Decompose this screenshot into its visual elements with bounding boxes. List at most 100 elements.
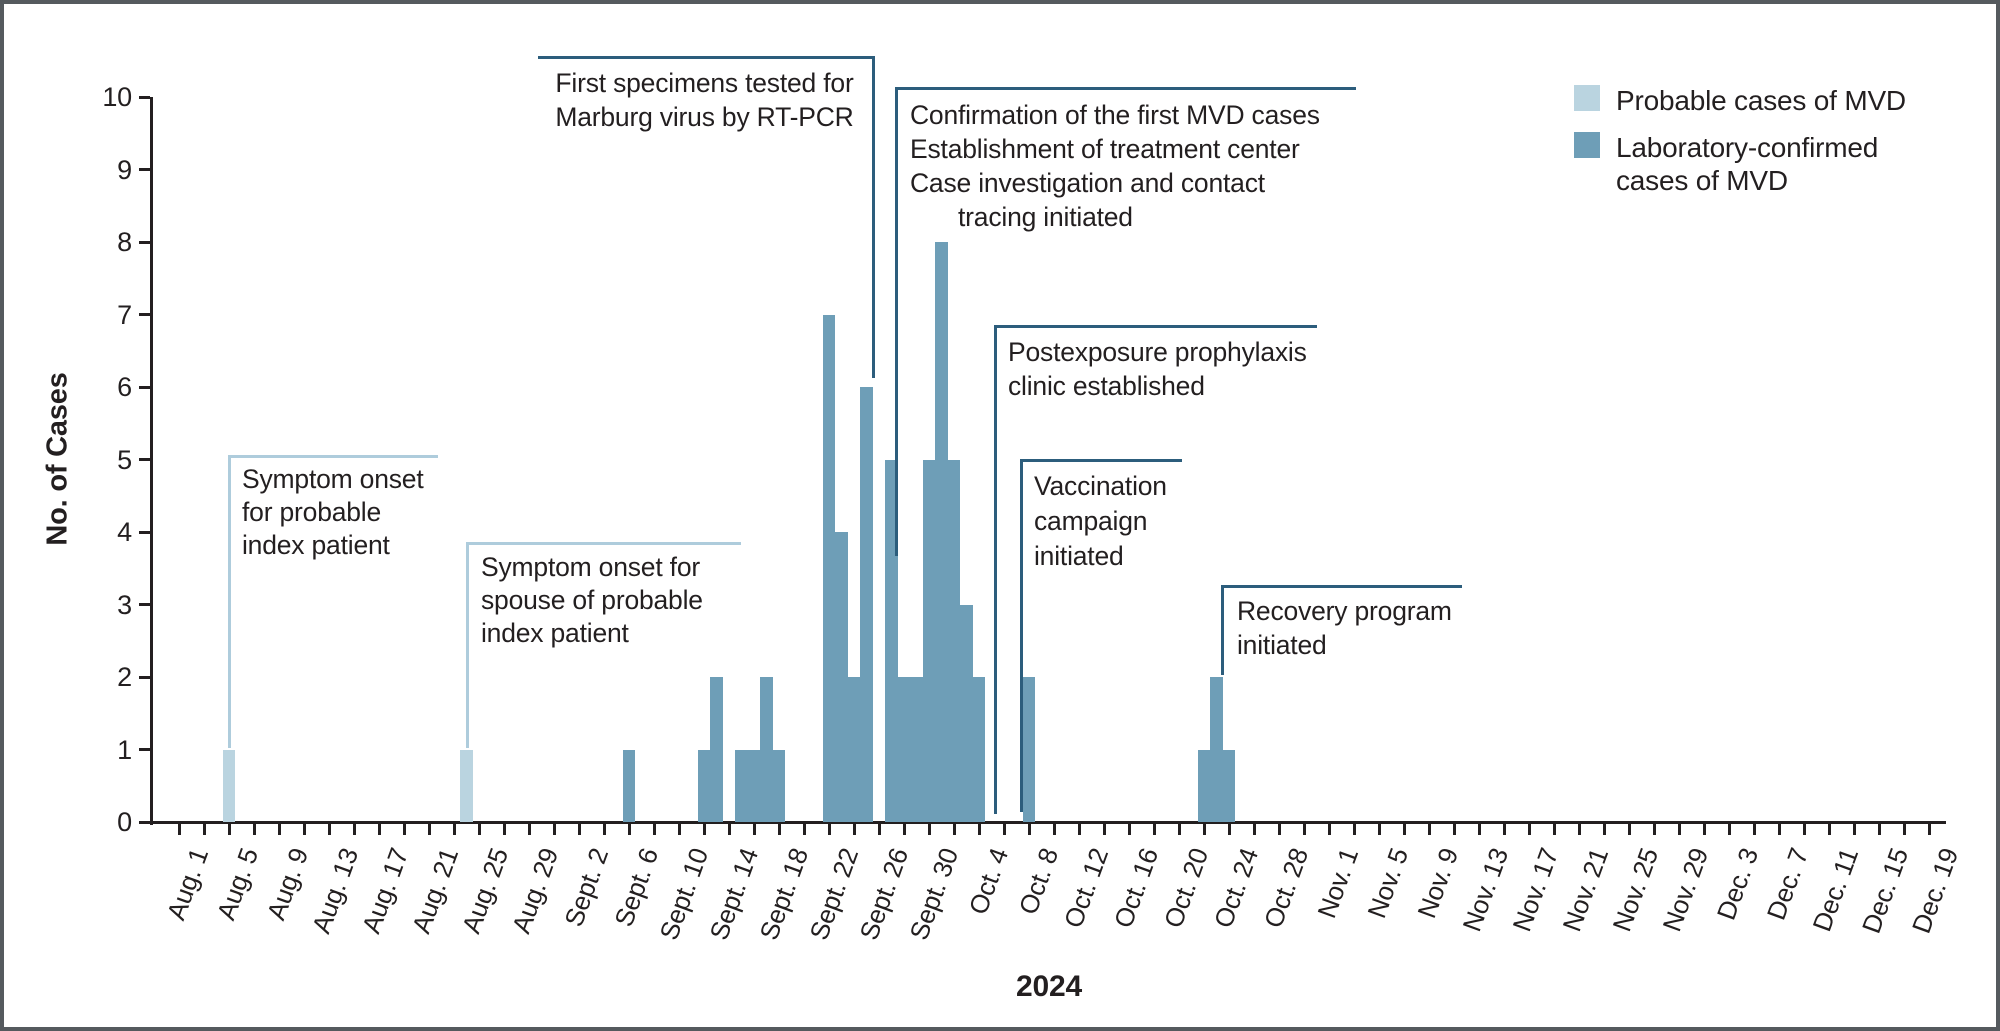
x-axis-tick [1552, 824, 1556, 835]
confirmed-case-bar [972, 677, 986, 822]
x-axis-date-label: Aug. 5 [210, 844, 265, 924]
confirmed-case-bar [860, 387, 873, 822]
x-axis-date-label: Nov. 29 [1656, 844, 1715, 936]
annotation-text-line: Recovery program [1237, 596, 1452, 626]
legend-label-line: cases of MVD [1616, 165, 1788, 196]
x-axis-year-label: 2024 [1016, 970, 1082, 1003]
x-axis-tick [1827, 824, 1831, 835]
y-axis-tick-label: 8 [117, 227, 132, 257]
x-axis-tick [952, 824, 956, 835]
x-axis-tick [1652, 824, 1656, 835]
x-axis-date-label: Nov. 5 [1361, 844, 1415, 922]
x-axis-tick [1052, 824, 1056, 835]
x-axis-date-label: Dec. 3 [1710, 844, 1765, 924]
x-axis-tick [1627, 824, 1631, 835]
x-axis-tick [277, 824, 281, 835]
y-axis-tick-label: 6 [117, 372, 132, 402]
annotation-text-line: index patient [481, 618, 629, 648]
annotation-text-line: Postexposure prophylaxis [1008, 337, 1307, 367]
probable-case-bar [222, 749, 236, 822]
x-axis-tick [802, 824, 806, 835]
y-axis-tick-label: 2 [117, 662, 132, 692]
x-axis-tick [1677, 824, 1681, 835]
x-axis-tick [1027, 824, 1031, 835]
confirmed-case-bar [735, 749, 748, 822]
y-axis-tick-label: 9 [117, 154, 132, 185]
confirmed-case-bar [1222, 749, 1236, 822]
annotation-text: Vaccination campaign initiated [1034, 469, 1234, 574]
x-axis-tick [1327, 824, 1331, 835]
x-axis-tick [1377, 824, 1381, 835]
annotation-text-line: Case investigation and contact [910, 168, 1265, 198]
x-axis-tick [1077, 824, 1081, 835]
x-axis-tick [327, 824, 331, 835]
x-axis-tick [1302, 824, 1306, 835]
y-axis-tick-label: 3 [117, 589, 132, 620]
y-axis-tick-label: 1 [117, 734, 132, 765]
y-axis-tick [139, 168, 150, 171]
x-axis-tick [1902, 824, 1906, 835]
y-axis-tick [139, 313, 150, 316]
x-axis-tick [1102, 824, 1106, 835]
confirmed-case-bar [922, 459, 936, 822]
confirmed-case-bar [622, 749, 636, 822]
confirmed-case-bar [947, 459, 961, 822]
annotation-text-line: Confirmation of the first MVD cases [910, 100, 1320, 130]
y-axis-tick [139, 385, 150, 389]
x-axis-tick [1527, 824, 1531, 835]
annotation-text-line: Marburg virus by RT-PCR [555, 102, 854, 132]
x-axis-tick [677, 824, 681, 835]
annotation-bracket-line [538, 56, 873, 59]
x-axis-date-label: Oct. 4 [962, 844, 1015, 919]
confirmed-case-bar [885, 459, 898, 822]
annotation-text-line: tracing initiated [958, 202, 1133, 232]
x-axis-date-label: Aug. 9 [260, 844, 315, 924]
x-axis-tick [477, 824, 481, 835]
x-axis-tick [352, 824, 356, 835]
x-axis-tick [402, 824, 406, 835]
annotation-text-line: for probable [242, 497, 382, 527]
x-axis-tick [1002, 824, 1006, 835]
annotation-text-line: clinic established [1008, 371, 1205, 401]
legend-swatch-probable [1574, 85, 1600, 111]
annotation-text-line: campaign [1034, 506, 1148, 536]
x-axis-tick [1777, 824, 1781, 835]
x-axis-tick [652, 824, 656, 835]
x-axis-tick [602, 824, 606, 835]
annotation-bracket-line [467, 542, 741, 545]
x-axis-tick [702, 824, 706, 835]
x-axis-tick [827, 824, 831, 835]
confirmed-case-bar [772, 749, 786, 822]
x-axis-tick [1602, 824, 1606, 835]
annotation-text: Symptom onset for probable index patient [242, 463, 502, 562]
annotation-bracket-line [229, 455, 438, 458]
x-axis-tick [977, 824, 981, 835]
annotation-leader-line [1221, 585, 1224, 675]
annotation-leader-line [1020, 459, 1023, 812]
y-axis-title: No. of Cases [41, 372, 74, 546]
x-axis-tick [1502, 824, 1506, 835]
x-axis-date-label: Nov. 9 [1411, 844, 1465, 922]
legend-swatch-laboratory-confirmed [1574, 132, 1600, 158]
x-axis-tick [902, 824, 906, 835]
annotation-text-line: First specimens tested for [555, 68, 854, 98]
x-axis-tick [552, 824, 556, 835]
x-axis-tick [777, 824, 781, 835]
legend-label-line: Probable cases of MVD [1616, 85, 1906, 116]
x-axis-tick [302, 824, 306, 835]
x-axis-tick [727, 824, 731, 835]
annotation-text: Recovery program initiated [1237, 594, 1487, 662]
annotation-text-line: initiated [1034, 541, 1124, 571]
confirmed-case-bar [1210, 677, 1223, 822]
y-axis-tick [139, 530, 150, 534]
y-axis-tick [139, 458, 150, 461]
x-axis-tick [852, 824, 856, 835]
x-axis-tick [1202, 824, 1206, 835]
x-axis-tick [1402, 824, 1406, 835]
confirmed-case-bar [710, 677, 723, 822]
annotation-text: First specimens tested for Marburg virus … [536, 66, 873, 134]
x-axis-date-label: Oct. 8 [1012, 844, 1065, 919]
annotation-text-line: initiated [1237, 630, 1327, 660]
annotation-bracket-line [1021, 459, 1182, 462]
